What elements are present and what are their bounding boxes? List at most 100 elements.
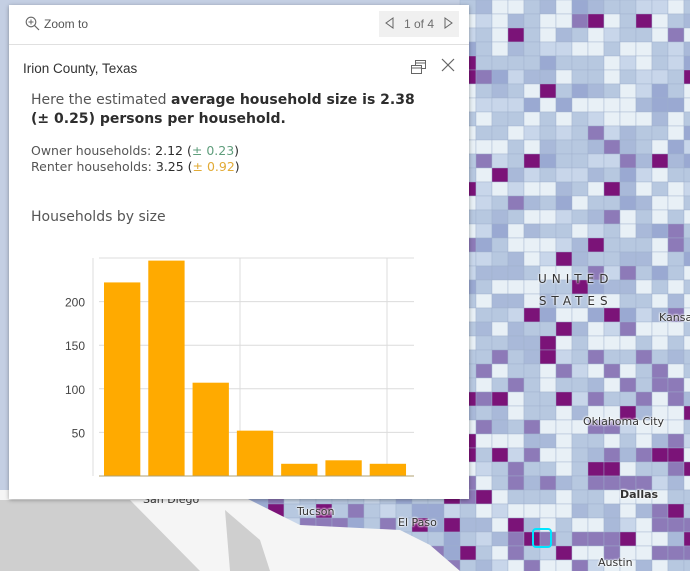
county xyxy=(603,377,621,393)
gulf-of-california xyxy=(225,510,270,571)
county xyxy=(507,27,525,43)
bar-4-person[interactable] xyxy=(236,430,274,476)
bar-3-person[interactable] xyxy=(192,382,229,476)
county xyxy=(651,349,669,365)
county xyxy=(603,223,621,239)
county xyxy=(491,475,509,491)
county xyxy=(507,517,525,533)
selected-county-highlight[interactable] xyxy=(532,528,552,548)
county xyxy=(571,517,589,533)
county xyxy=(539,223,557,239)
bar-5-person[interactable] xyxy=(281,463,318,476)
county xyxy=(491,83,509,99)
county xyxy=(667,349,685,365)
county xyxy=(683,195,690,211)
city-label-el-paso: El Paso xyxy=(398,516,437,529)
county xyxy=(619,461,637,477)
county xyxy=(491,13,509,29)
county xyxy=(635,209,653,225)
bar-1-person[interactable] xyxy=(104,282,141,476)
county xyxy=(475,559,493,571)
chevron-left-icon[interactable] xyxy=(385,16,394,32)
chevron-right-icon[interactable] xyxy=(444,16,453,32)
county xyxy=(683,0,690,15)
county xyxy=(667,27,685,43)
county xyxy=(475,293,493,309)
county xyxy=(667,265,685,281)
county xyxy=(523,349,541,365)
county xyxy=(587,69,605,85)
county xyxy=(603,251,621,267)
county xyxy=(683,139,690,155)
county xyxy=(443,517,461,533)
county xyxy=(491,223,509,239)
county xyxy=(619,363,637,379)
county xyxy=(491,167,509,183)
county xyxy=(635,195,653,211)
county xyxy=(507,377,525,393)
county xyxy=(587,461,605,477)
county xyxy=(603,349,621,365)
county xyxy=(523,167,541,183)
county xyxy=(555,377,573,393)
county xyxy=(491,237,509,253)
county xyxy=(571,363,589,379)
county xyxy=(635,83,653,99)
county xyxy=(587,195,605,211)
bar-2-person[interactable] xyxy=(148,260,185,476)
zoom-to-button[interactable]: Zoom to xyxy=(25,16,88,31)
county xyxy=(523,209,541,225)
county xyxy=(523,503,541,519)
county xyxy=(683,307,690,323)
county xyxy=(507,349,525,365)
county xyxy=(491,321,509,337)
county xyxy=(555,167,573,183)
bar-6-person[interactable] xyxy=(325,460,362,476)
county xyxy=(539,181,557,197)
county xyxy=(555,125,573,141)
county xyxy=(619,433,637,449)
county xyxy=(683,475,690,491)
dock-icon[interactable] xyxy=(411,60,427,74)
households-by-size-chart: 50 100 150 200 xyxy=(65,257,414,477)
county xyxy=(603,321,621,337)
county xyxy=(491,69,509,85)
county xyxy=(571,139,589,155)
close-icon[interactable] xyxy=(441,58,455,72)
county xyxy=(523,97,541,113)
county xyxy=(523,181,541,197)
county xyxy=(507,363,525,379)
county xyxy=(507,83,525,99)
county xyxy=(667,83,685,99)
county xyxy=(683,251,690,267)
county xyxy=(619,167,637,183)
county xyxy=(571,447,589,463)
county xyxy=(635,517,653,533)
county xyxy=(587,377,605,393)
county xyxy=(587,321,605,337)
county xyxy=(523,0,541,15)
county xyxy=(667,251,685,267)
county xyxy=(667,41,685,57)
county xyxy=(459,545,477,561)
county xyxy=(683,209,690,225)
county xyxy=(507,475,525,491)
county xyxy=(491,363,509,379)
county xyxy=(475,181,493,197)
county xyxy=(555,405,573,421)
county xyxy=(619,377,637,393)
county xyxy=(619,237,637,253)
county xyxy=(443,503,461,519)
county xyxy=(635,335,653,351)
county xyxy=(539,153,557,169)
bar-7+ person[interactable] xyxy=(369,463,407,476)
county xyxy=(507,461,525,477)
county xyxy=(475,489,493,505)
county xyxy=(491,209,509,225)
county xyxy=(619,293,637,309)
county xyxy=(555,139,573,155)
county xyxy=(555,559,573,571)
county xyxy=(523,461,541,477)
county xyxy=(523,111,541,127)
county xyxy=(635,139,653,155)
